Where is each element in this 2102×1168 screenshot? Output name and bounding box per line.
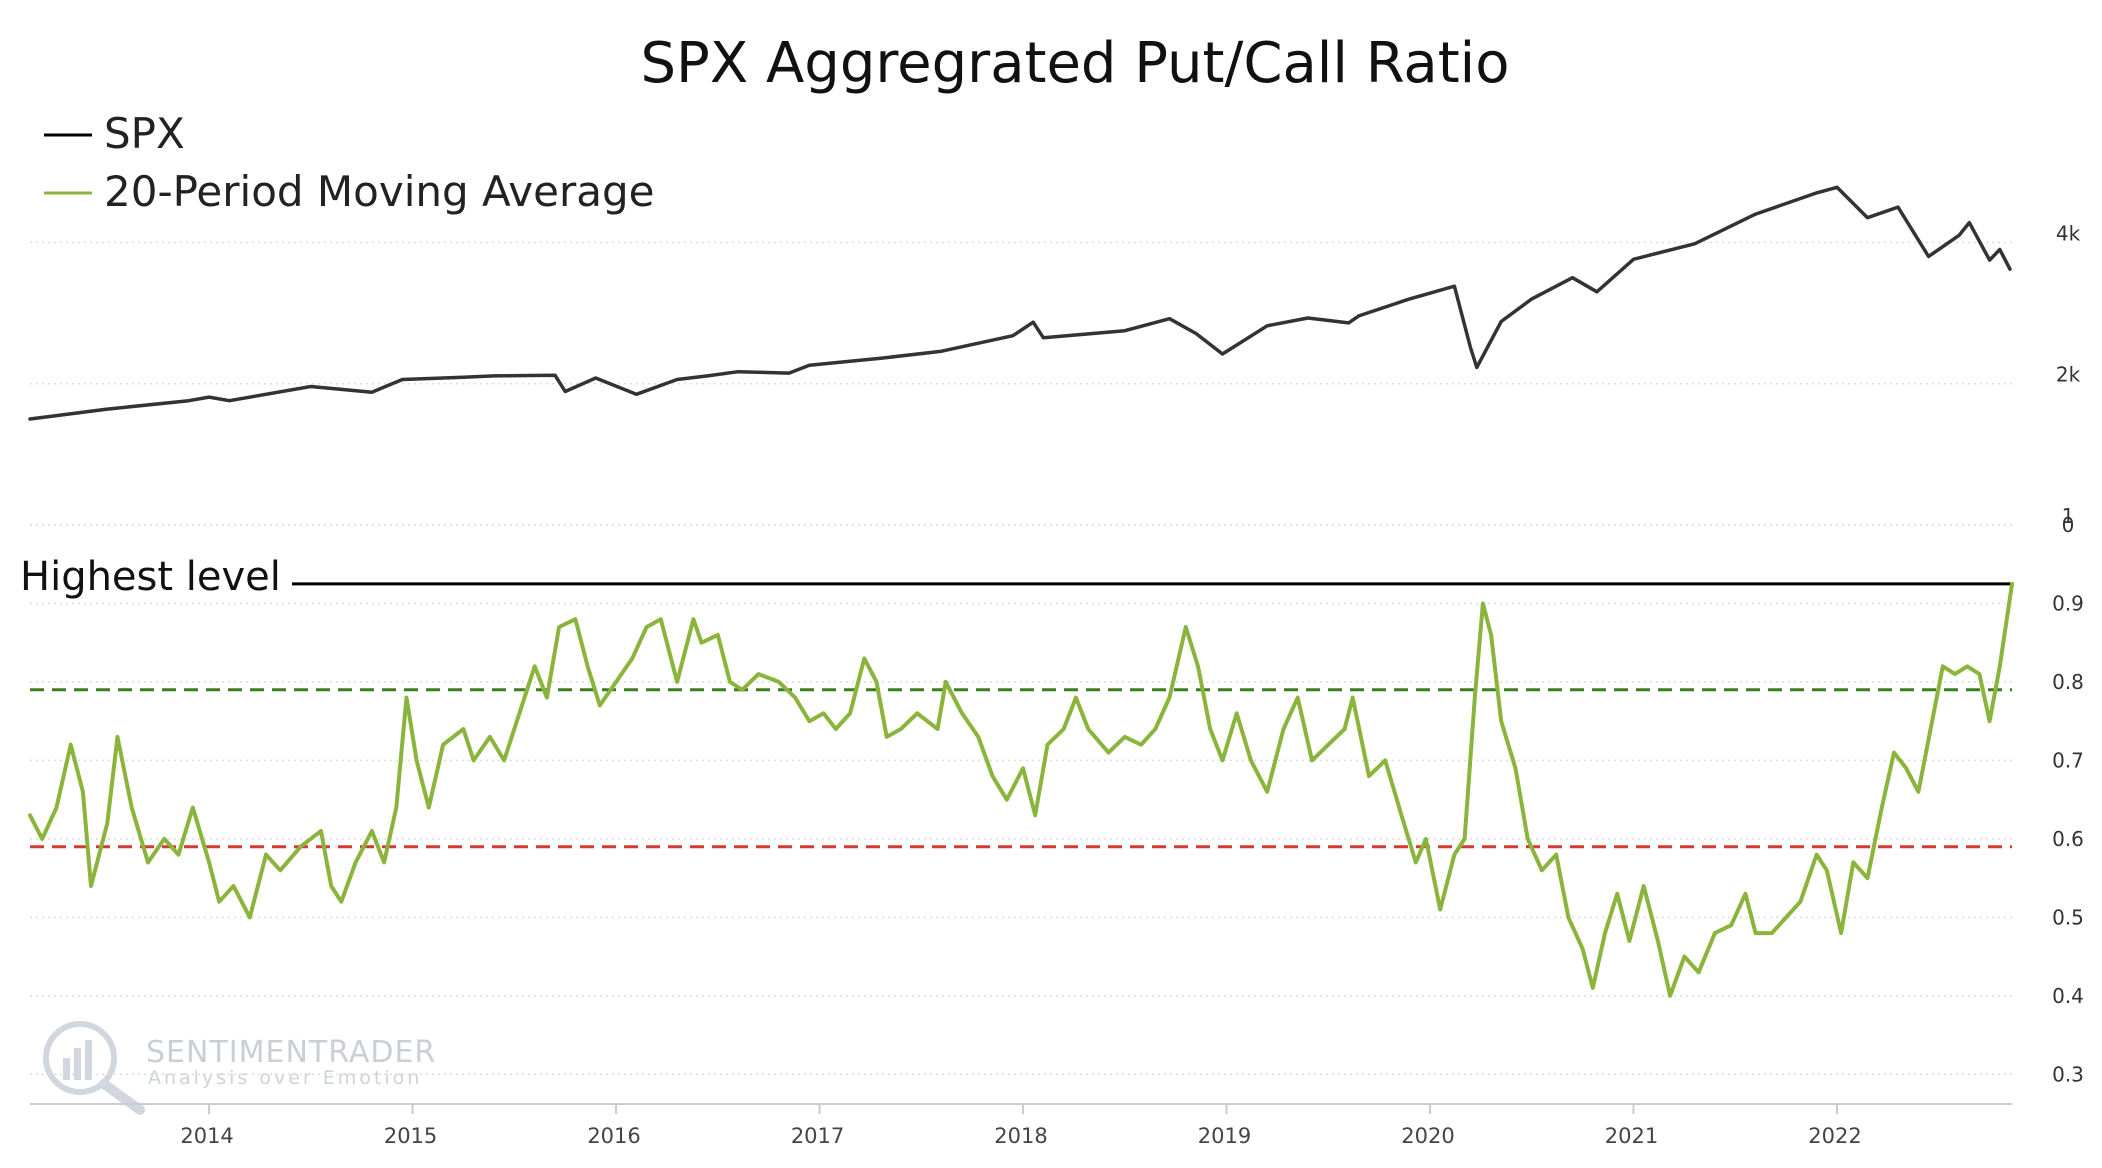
upper-y-axis: 4k 2k 1: [2056, 221, 2081, 528]
lower-y-tick-label: 0.6: [2052, 827, 2084, 851]
watermark-tagline: Analysis over Emotion: [148, 1067, 422, 1089]
lower-y-tick-label: 0: [2062, 513, 2075, 537]
x-tick-label: 2022: [1808, 1124, 1861, 1148]
series-lines: [28, 185, 2014, 998]
x-tick-label: 2020: [1401, 1124, 1454, 1148]
lower-y-tick-label: 0.7: [2052, 748, 2084, 772]
legend-label-moving-average: 20-Period Moving Average: [104, 167, 654, 216]
lower-y-tick-label: 0.8: [2052, 670, 2084, 694]
upper-y-tick-label: 4k: [2056, 221, 2081, 245]
lower-y-axis: 0 0.9 0.8 0.7 0.6 0.5 0.4 0.3: [2052, 513, 2084, 1086]
lower-y-tick-label: 0.3: [2052, 1062, 2084, 1086]
x-axis: 2014 2015 2016 2017 2018 2019 2020 2021 2022: [180, 1104, 1862, 1148]
watermark-brand: SENTIMENTRADER: [146, 1035, 436, 1070]
lower-y-tick-label: 0.5: [2052, 905, 2084, 929]
x-tick-label: 2017: [791, 1124, 844, 1148]
lower-y-tick-label: 0.4: [2052, 984, 2084, 1008]
moving-average-series-line: [28, 581, 2014, 998]
spx-series-line: [28, 185, 2012, 421]
chart-title: SPX Aggregrated Put/Call Ratio: [641, 31, 1510, 96]
x-tick-label: 2019: [1198, 1124, 1251, 1148]
lower-y-tick-label: 0.9: [2052, 591, 2084, 615]
legend: SPX 20-Period Moving Average: [44, 109, 654, 216]
x-tick-label: 2021: [1605, 1124, 1658, 1148]
upper-y-tick-label: 2k: [2056, 363, 2081, 387]
watermark: SENTIMENTRADER Analysis over Emotion: [43, 1021, 436, 1115]
upper-y-tick-label: 1: [2062, 504, 2075, 528]
x-tick-label: 2014: [180, 1124, 233, 1148]
lower-panel-grid: [30, 524, 2012, 1076]
highest-level-annotation: Highest level: [20, 554, 281, 600]
x-tick-label: 2016: [587, 1124, 640, 1148]
reference-lines: [30, 582, 2012, 849]
legend-label-spx: SPX: [104, 109, 185, 158]
magnifier-chart-icon: [43, 1021, 145, 1115]
x-tick-label: 2018: [994, 1124, 1047, 1148]
x-tick-label: 2015: [384, 1124, 437, 1148]
